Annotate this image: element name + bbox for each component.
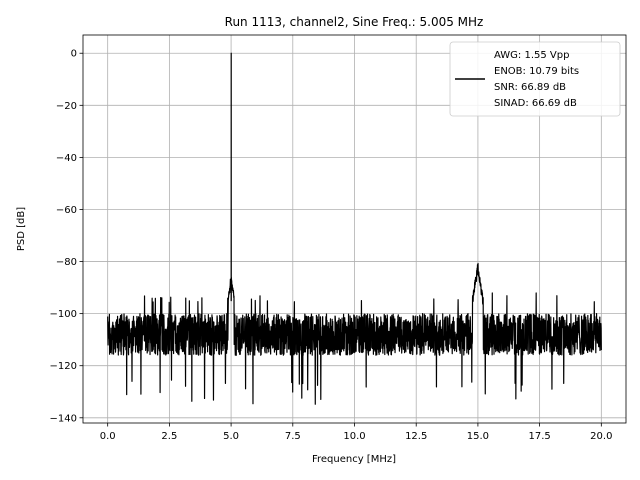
y-tick-label: 0 [71,49,77,60]
legend-box [449,41,621,117]
legend-line-awg: AWG: 1.55 Vpp [494,50,569,61]
chart-title: Run 1113, channel2, Sine Freq.: 5.005 MH… [225,15,484,29]
legend: AWG: 1.55 Vpp ENOB: 10.79 bits SNR: 66.8… [449,41,621,117]
x-axis-ticks: 0.0 2.5 5.0 7.5 10.0 12.5 15.0 17.5 20.0 [100,423,612,442]
legend-line-snr: SNR: 66.89 dB [494,82,566,93]
psd-series-line [107,52,602,405]
y-tick-label: −40 [56,153,77,164]
y-tick-label: −100 [50,309,77,320]
y-tick-label: −60 [56,205,77,216]
legend-line-sinad: SINAD: 66.69 dB [494,98,577,109]
x-tick-label: 17.5 [528,431,550,442]
y-tick-label: −20 [56,101,77,112]
x-axis-label: Frequency [MHz] [312,454,396,465]
y-tick-label: −120 [50,361,77,372]
x-tick-label: 5.0 [223,431,239,442]
series-group [107,52,602,405]
x-tick-label: 15.0 [467,431,489,442]
y-axis-ticks: −140 −120 −100 −80 −60 −40 −20 0 [50,49,83,424]
y-tick-label: −140 [50,413,77,424]
y-axis-label: PSD [dB] [16,207,27,251]
y-tick-label: −80 [56,257,77,268]
legend-line-enob: ENOB: 10.79 bits [494,66,579,77]
x-tick-label: 12.5 [405,431,427,442]
x-tick-label: 20.0 [590,431,612,442]
x-tick-label: 10.0 [343,431,365,442]
x-tick-label: 7.5 [285,431,301,442]
x-tick-label: 0.0 [100,431,116,442]
x-tick-label: 2.5 [161,431,177,442]
